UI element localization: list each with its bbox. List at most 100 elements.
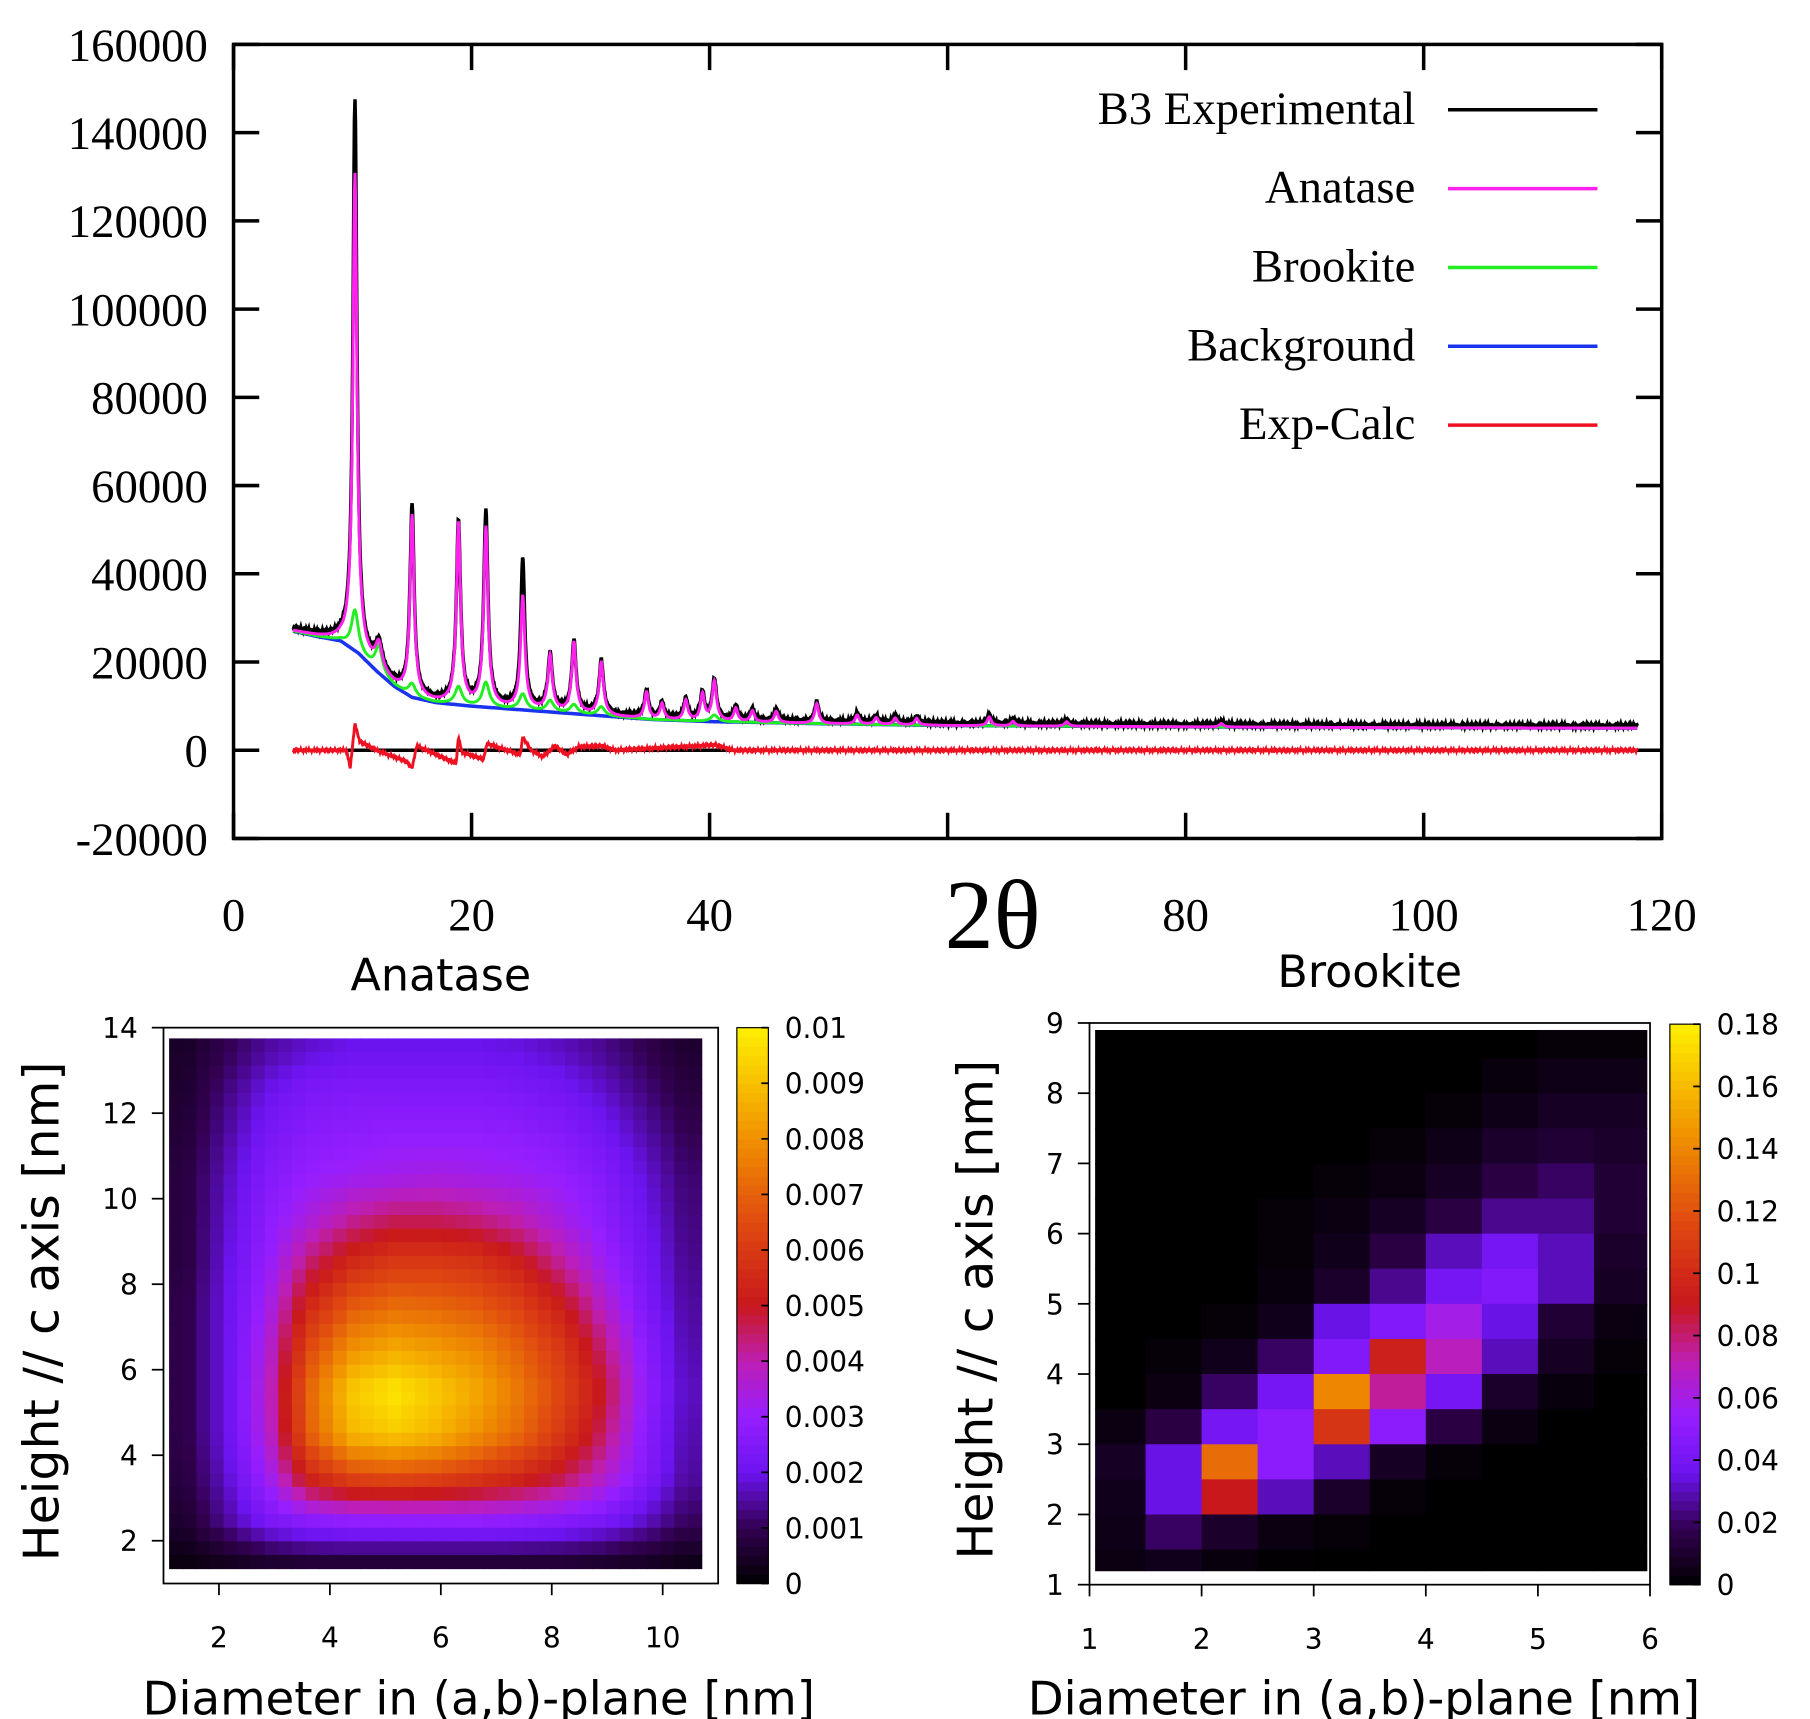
heatmap-cell (209, 1527, 225, 1543)
heatmap-cell (264, 1242, 279, 1257)
heatmap-cell (387, 1133, 402, 1148)
heatmap-cell (1201, 1549, 1259, 1572)
y-tick-label: 60000 (91, 461, 208, 513)
heatmap-cell (414, 1147, 430, 1162)
heatmap-cell (633, 1242, 648, 1257)
heatmap-cell (209, 1147, 225, 1162)
heatmap-cell (496, 1514, 512, 1529)
heatmap-cell (1537, 1128, 1595, 1165)
heatmap-cell (346, 1242, 361, 1257)
heatmap-cell (646, 1391, 662, 1407)
y-tick-label: 2 (120, 1525, 138, 1558)
heatmap-cell (182, 1269, 197, 1284)
heatmap-cell (401, 1378, 416, 1393)
colorbar-tick-label: 0.02 (1717, 1507, 1779, 1540)
heatmap-cell (483, 1174, 498, 1189)
heatmap-cell (196, 1119, 211, 1135)
heatmap-cell (537, 1038, 552, 1053)
heatmap-cell (660, 1119, 675, 1135)
heatmap-cell (564, 1310, 580, 1325)
heatmap-cell (592, 1459, 607, 1475)
heatmap-cell (237, 1418, 252, 1434)
heatmap-cell (524, 1215, 539, 1230)
heatmap-cell (687, 1147, 703, 1162)
colorbar-segment (736, 1314, 769, 1325)
heatmap-cell (387, 1378, 402, 1393)
heatmap-cell (278, 1323, 293, 1339)
heatmap-cell (564, 1391, 580, 1407)
heatmap-cell (564, 1473, 580, 1488)
heatmap-cell (264, 1527, 279, 1543)
colorbar-segment (736, 1435, 769, 1446)
heatmap-cell (237, 1486, 252, 1502)
heatmap-cell (660, 1174, 675, 1189)
heatmap-cell (551, 1106, 566, 1121)
heatmap-cell (346, 1310, 361, 1325)
heatmap-cell (401, 1527, 416, 1543)
heatmap-cell (346, 1514, 361, 1529)
heatmap-cell (510, 1147, 525, 1162)
heatmap-cell (524, 1242, 539, 1257)
heatmap-cell (442, 1106, 457, 1121)
colorbar-segment (736, 1481, 769, 1492)
heatmap-cell (524, 1255, 539, 1271)
heatmap-cell (182, 1255, 197, 1271)
heatmap-cell (401, 1038, 416, 1053)
heatmap-cell (169, 1527, 184, 1543)
heatmap-cell (319, 1174, 334, 1189)
heatmap-cell (346, 1255, 361, 1271)
colorbar-segment (736, 1046, 769, 1057)
heatmap-cell (633, 1514, 648, 1529)
heatmap-cell (428, 1051, 443, 1067)
heatmap-cell (551, 1255, 566, 1271)
heatmap-cell (1145, 1303, 1203, 1340)
heatmap-cell (1425, 1163, 1483, 1200)
heatmap-cell (250, 1174, 266, 1189)
heatmap-cell (469, 1459, 484, 1475)
heatmap-cell (209, 1079, 225, 1094)
heatmap-cell (319, 1554, 334, 1570)
heatmap-cell (537, 1541, 552, 1556)
heatmap-cell (209, 1255, 225, 1271)
heatmap-cell (469, 1147, 484, 1162)
colorbar-segment (736, 1527, 769, 1538)
heatmap-cell (209, 1459, 225, 1475)
heatmap-cell (524, 1473, 539, 1488)
colorbar-segment (736, 1222, 769, 1233)
heatmap-cell (360, 1351, 375, 1366)
heatmap-cell (223, 1092, 238, 1107)
heatmap-cell (387, 1418, 402, 1434)
x-tick-label: 80 (1162, 890, 1209, 942)
heatmap-cell (291, 1119, 307, 1135)
colorbar-segment (736, 1101, 769, 1112)
heatmap-cell (455, 1500, 471, 1515)
heatmap-cell (278, 1405, 293, 1420)
heatmap-cell (564, 1283, 580, 1298)
heatmap-cell (1481, 1444, 1539, 1481)
heatmap-cell (619, 1283, 634, 1298)
heatmap-cell (387, 1065, 402, 1080)
heatmap-cell (169, 1065, 184, 1080)
heatmap-cell (196, 1201, 211, 1216)
heatmap-cell (633, 1296, 648, 1311)
heatmap-cell (196, 1079, 211, 1094)
heatmap-cell (619, 1269, 634, 1284)
heatmap-cell (469, 1133, 484, 1148)
heatmap-cell (1369, 1303, 1427, 1340)
heatmap-cell (646, 1187, 662, 1203)
heatmap-cell (551, 1554, 566, 1570)
heatmap-cell (1537, 1374, 1595, 1410)
x-tick-label: 10 (645, 1622, 681, 1655)
heatmap-cell (578, 1541, 593, 1556)
heatmap-cell (1425, 1128, 1483, 1165)
y-tick-label: 120000 (68, 196, 208, 248)
heatmap-cell (1425, 1479, 1483, 1516)
heatmap-cell (373, 1364, 389, 1379)
heatmap-cell (510, 1323, 525, 1339)
heatmap-cell (455, 1187, 471, 1203)
heatmap-cell (1201, 1128, 1259, 1165)
heatmap-cell (373, 1160, 389, 1175)
heatmap-cell (537, 1174, 552, 1189)
heatmap-cell (619, 1079, 634, 1094)
heatmap-cell (346, 1500, 361, 1515)
